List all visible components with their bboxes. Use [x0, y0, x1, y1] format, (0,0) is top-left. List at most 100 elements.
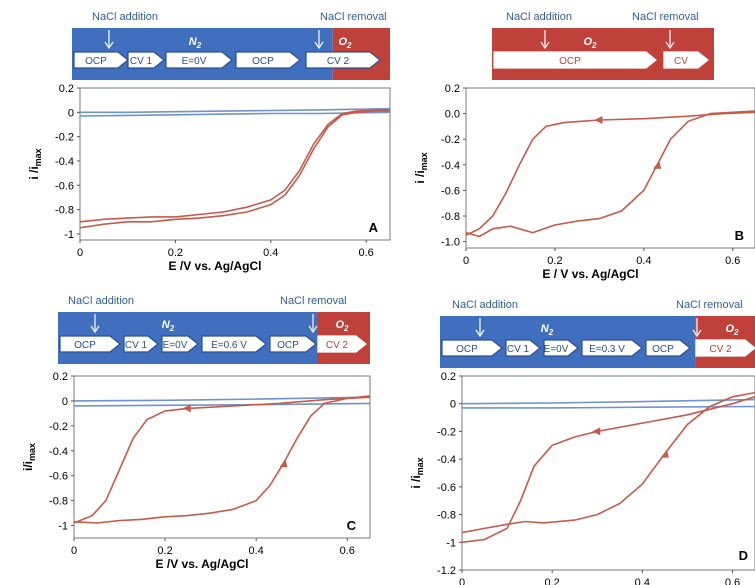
y-tick-label: -0.2 — [437, 426, 456, 438]
panel-a: N2 O2 NaCl addition NaCl removal OCP CV 1 E=0V… — [27, 11, 391, 273]
x-tick-label: 0.4 — [635, 577, 650, 585]
plot-b: 0.2 0.0 -0.2 -0.4 -0.6 -0.8 -1.00 0.2 0.4 0.6 E / … — [413, 83, 755, 281]
x-tick-label: 0 — [77, 247, 83, 259]
panel-letter: B — [735, 228, 744, 243]
gas-label-o2: O2 — [583, 36, 597, 50]
step-2-arrow — [123, 335, 159, 353]
step-4-arrow — [201, 335, 267, 353]
y-tick-label: -0.8 — [55, 205, 74, 217]
series-red-3 — [80, 110, 390, 229]
sweep-forward-arrow-icon — [660, 449, 669, 458]
protocol-band-b: O2 NaCl addition NaCl removal OCP CV — [492, 11, 714, 80]
panel-d: N2 O2 NaCl addition NaCl removal OCP CV 1 E=0V… — [409, 299, 755, 585]
x-tick-label: 0 — [459, 577, 465, 585]
step-3-arrow — [165, 51, 233, 69]
x-axis-label: E /V vs. Ag/AgCl — [156, 557, 249, 571]
y-tick-label: -0.2 — [441, 134, 460, 146]
series-red-2 — [466, 111, 755, 236]
series-red-3 — [462, 391, 755, 534]
step-1-label: OCP — [559, 56, 581, 67]
y-tick-label: -0.6 — [55, 180, 74, 192]
y-tick-label: 0.2 — [445, 83, 460, 95]
step-5-arrow — [269, 335, 317, 353]
down-arrow-head-icon — [692, 329, 702, 338]
gas-label-n2: N2 — [541, 323, 554, 337]
step-4-label: E=0.6 V — [211, 340, 247, 351]
plot-a: 0.20-0.2-0.4-0.6-0.8-10 0.2 0.4 0.6E /V vs.… — [27, 83, 391, 273]
down-arrow-head-icon — [475, 329, 485, 338]
step-1-arrow — [59, 335, 121, 353]
step-1-arrow — [73, 51, 129, 69]
panel-letter: C — [347, 518, 357, 533]
x-tick-label: 0.6 — [359, 247, 374, 259]
series-red-1 — [466, 110, 755, 238]
step-6-label: CV 2 — [326, 340, 349, 351]
step-2-label: CV 1 — [130, 56, 153, 67]
panel-letter: A — [369, 220, 379, 235]
step-5-arrow — [305, 51, 381, 69]
nacl-addition-label: NaCl addition — [92, 11, 158, 23]
y-tick-label: -1 — [446, 537, 456, 549]
step-2-arrow — [127, 51, 165, 69]
x-tick-label: 0.6 — [725, 255, 740, 267]
nacl-addition-label: NaCl addition — [452, 299, 518, 311]
down-arrow-head-icon — [314, 41, 324, 50]
panel-letter: D — [739, 548, 748, 563]
series-red-4 — [74, 396, 370, 524]
gas-label-n2: N2 — [162, 319, 175, 333]
protocol-band-c: N2 O2 NaCl addition NaCl removal OCP CV 1 E=0V… — [58, 295, 370, 364]
x-tick-label: 0.2 — [547, 255, 562, 267]
step-3-label: E=0V — [182, 56, 207, 67]
y-tick-label: -0.8 — [437, 510, 456, 522]
y-tick-label: -0.6 — [441, 185, 460, 197]
y-tick-label: -0.4 — [441, 160, 460, 172]
gas-label-n2: N2 — [189, 36, 202, 50]
x-tick-label: 0.6 — [725, 577, 740, 585]
step-3-label: E=0V — [163, 340, 188, 351]
step-5-label: CV 2 — [327, 56, 350, 67]
y-axis-label: i/imax — [21, 443, 37, 471]
series-blue-2 — [462, 405, 755, 409]
plot-frame — [73, 375, 371, 539]
y-tick-label: -0.6 — [437, 482, 456, 494]
x-tick-label: 0.4 — [636, 255, 651, 267]
gas-label-o2: O2 — [338, 36, 352, 50]
step-4-label: OCP — [252, 56, 274, 67]
step-1-arrow — [493, 51, 657, 69]
gas-label-o2: O2 — [335, 319, 349, 333]
protocol-band-d: N2 O2 NaCl addition NaCl removal OCP CV 1 E=0V… — [440, 299, 755, 368]
x-tick-label: 0.4 — [249, 545, 264, 557]
panel-c: N2 O2 NaCl addition NaCl removal OCP CV 1 E=0V… — [21, 295, 371, 571]
y-tick-label: -1.0 — [441, 237, 460, 249]
nacl-removal-label: NaCl removal — [280, 295, 347, 307]
x-tick-label: 0.6 — [340, 545, 355, 557]
series-blue-1 — [462, 398, 755, 405]
step-6-label: CV 2 — [709, 344, 732, 355]
y-tick-label: 0.2 — [53, 371, 68, 383]
nacl-removal-label: NaCl removal — [676, 299, 743, 311]
series-blue-2 — [80, 111, 390, 117]
nacl-addition-label: NaCl addition — [506, 11, 572, 23]
y-tick-label: -0.8 — [49, 496, 68, 508]
x-tick-label: 0.2 — [157, 545, 172, 557]
y-tick-label: -0.4 — [55, 156, 74, 168]
series-blue-1 — [74, 396, 370, 402]
nacl-removal-label: NaCl removal — [320, 11, 387, 23]
x-tick-label: 0 — [71, 545, 77, 557]
plot-frame — [465, 87, 755, 249]
series-blue-1 — [80, 107, 390, 114]
down-arrow-head-icon — [665, 41, 675, 50]
down-arrow-head-icon — [104, 41, 114, 50]
step-2-label: CV 1 — [125, 340, 148, 351]
y-tick-label: 0 — [450, 399, 456, 411]
series-red-4 — [462, 396, 755, 544]
x-tick-label: 0.2 — [545, 577, 560, 585]
sweep-forward-arrow-icon — [653, 160, 662, 169]
step-4-label: E=0.3 V — [589, 344, 625, 355]
x-tick-label: 0 — [463, 255, 469, 267]
step-2-arrow — [663, 51, 709, 69]
y-tick-label: -0.4 — [49, 446, 68, 458]
x-tick-label: 0.4 — [263, 247, 278, 259]
y-tick-label: -0.2 — [49, 421, 68, 433]
step-1-label: OCP — [74, 340, 96, 351]
